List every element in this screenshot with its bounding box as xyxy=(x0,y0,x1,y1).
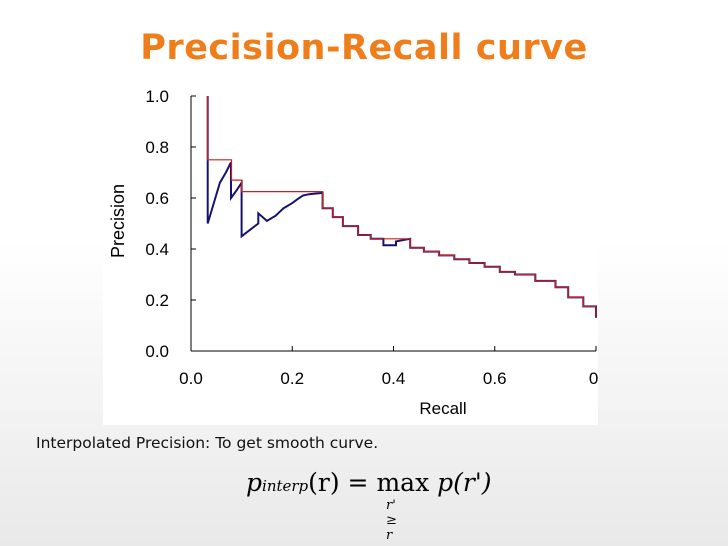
formula-main: pinterp(r) = max p(r') xyxy=(246,468,491,497)
formula-lhs-arg: (r) = xyxy=(308,468,377,497)
y-tick-label: 0.0 xyxy=(145,342,169,361)
y-tick-label: 1.0 xyxy=(145,88,169,106)
series-line-precision xyxy=(206,96,597,318)
x-tick-label: 0.4 xyxy=(382,369,406,388)
formula-lhs-symbol: p xyxy=(246,468,263,497)
caption-text: Interpolated Precision: To get smooth cu… xyxy=(36,434,379,452)
y-axis-label: Precision xyxy=(108,184,128,258)
series-line-interpolated xyxy=(207,96,597,318)
x-tick-label: 0.6 xyxy=(483,369,507,388)
chart-panel: 0.00.20.40.60.81.00.00.20.40.60. Recall … xyxy=(103,88,598,425)
formula-max-operator: max xyxy=(376,468,430,497)
x-tick-label: 0.2 xyxy=(280,369,304,388)
y-tick-label: 0.4 xyxy=(145,240,169,259)
axes xyxy=(190,95,597,352)
tick-labels: 0.0 0.2 0.4 0.6 0.8 1.0 0.0 0.2 0.4 0.6 0. xyxy=(145,88,598,388)
y-tick-label: 0.8 xyxy=(145,138,169,157)
precision-recall-chart: 0.00.20.40.60.81.00.00.20.40.60. Recall … xyxy=(108,88,598,418)
x-axis-label: Recall xyxy=(419,399,466,418)
formula-condition: r' ≥ r xyxy=(386,498,397,543)
formula-rhs: p(r') xyxy=(429,468,492,497)
x-tick-label: 0. xyxy=(589,369,598,388)
y-tick-label: 0.6 xyxy=(145,189,169,208)
series-layer xyxy=(206,96,597,318)
formula-lhs-subscript: interp xyxy=(262,477,309,495)
x-tick-label: 0.0 xyxy=(179,369,203,388)
slide-title: Precision-Recall curve xyxy=(140,28,588,68)
y-tick-label: 0.2 xyxy=(145,291,169,310)
